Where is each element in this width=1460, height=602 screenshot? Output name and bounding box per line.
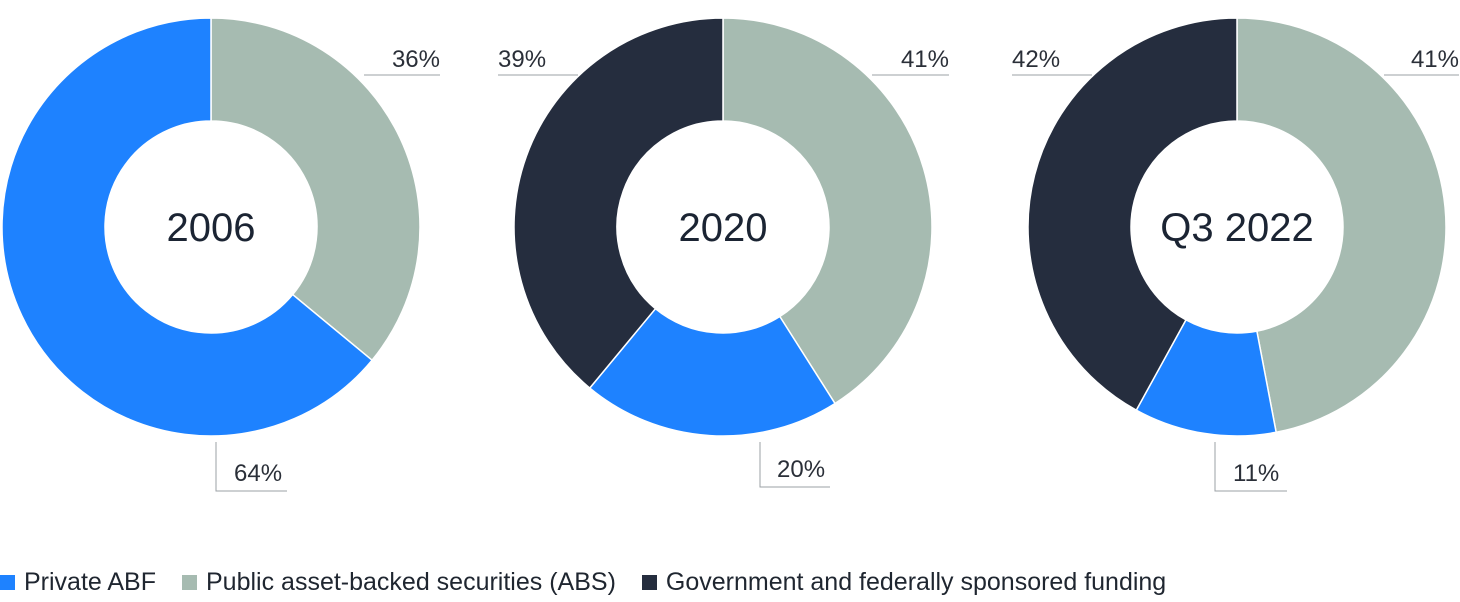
slice-public-asset-backed-securities-abs <box>1236 17 1447 434</box>
legend-label-government: Government and federally sponsored fundi… <box>665 567 1167 596</box>
donut-2020: 41% 20% 39% 2020 <box>498 17 949 488</box>
legend-item-public-abs: Public asset-backed securities (ABS) <box>182 568 616 597</box>
slice-public-asset-backed-securities-abs <box>722 17 933 405</box>
legend-label-private-abf: Private ABF <box>24 567 156 596</box>
leader-line <box>759 442 830 488</box>
data-label-public-asset-backed-securities-abs: 41% <box>1411 46 1459 73</box>
data-label-private-abf: 11% <box>1233 460 1279 487</box>
donut-center-label: 2006 <box>167 206 256 250</box>
data-label-government-and-federally-sponsored-funding: 42% <box>1012 46 1060 73</box>
legend-swatch-government <box>641 574 657 590</box>
donut-2006: 36% 64% 2006 <box>1 17 440 492</box>
donut-q3-2022: 41% 11% 42% Q3 2022 <box>1012 17 1459 492</box>
slice-government-and-federally-sponsored-funding <box>513 17 724 390</box>
leader-line <box>215 442 287 492</box>
donut-center-label: 2020 <box>679 206 768 250</box>
data-label-private-abf: 20% <box>777 456 825 483</box>
data-label-private-abf: 64% <box>234 460 282 487</box>
legend: Private ABF Public asset-backed securiti… <box>0 562 1192 602</box>
slice-government-and-federally-sponsored-funding <box>1027 17 1238 412</box>
legend-label-public-abs: Public asset-backed securities (ABS) <box>206 567 616 596</box>
donut-center-label: Q3 2022 <box>1160 206 1313 250</box>
slice-private-abf <box>588 307 837 437</box>
legend-item-government: Government and federally sponsored fundi… <box>641 567 1167 597</box>
legend-swatch-private-abf <box>0 574 15 590</box>
legend-item-private-abf: Private ABF <box>0 568 156 597</box>
legend-swatch-public-abs <box>182 574 197 590</box>
data-label-government-and-federally-sponsored-funding: 39% <box>498 46 546 73</box>
slice-public-asset-backed-securities-abs <box>210 17 421 362</box>
data-label-public-asset-backed-securities-abs: 41% <box>901 46 949 73</box>
data-label-public-asset-backed-securities-abs: 36% <box>392 46 440 73</box>
leader-line <box>1214 442 1287 492</box>
donut-charts: 36% 64% 2006 41% 20% 39% 2020 41% 11% 42% Q3 2022 <box>1 17 1459 492</box>
slice-private-abf <box>1 17 374 437</box>
